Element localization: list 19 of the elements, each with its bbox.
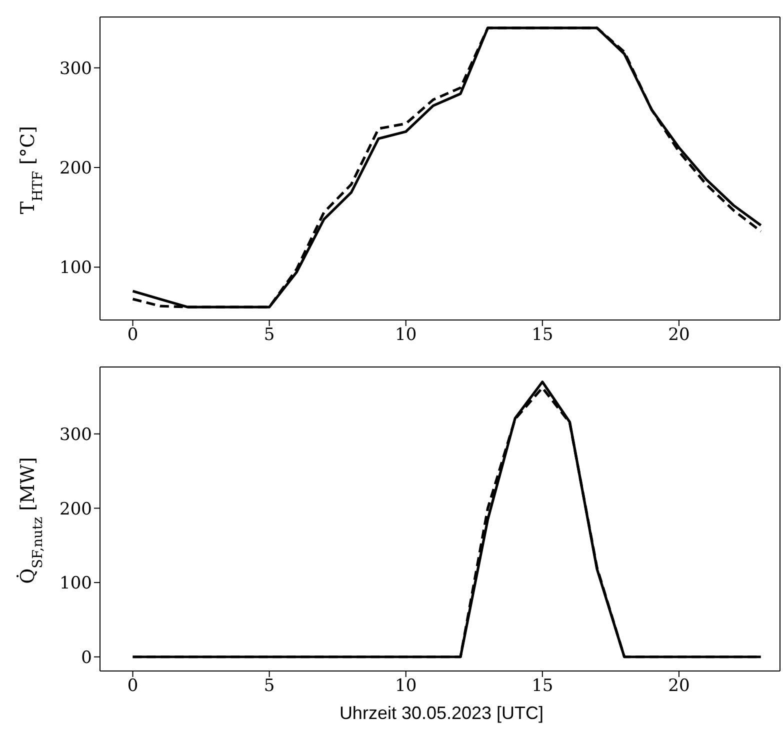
x-tick-label: 15 [532,676,554,696]
y-tick-label: 300 [60,424,92,445]
line-series [131,26,762,308]
x-tick-label: 5 [264,325,275,346]
y-tick-label: 100 [60,258,92,278]
x-tick-label: 10 [395,325,417,346]
x-tick-label: 10 [395,676,417,696]
x-tick-label: 20 [668,676,690,696]
x-tick-label: 20 [668,325,690,346]
x-tick-label: 0 [127,325,138,346]
y-tick-label: 0 [81,648,92,668]
y-tick-label: 200 [60,158,92,179]
x-tick-label: 5 [264,676,275,696]
y-tick-label: 200 [60,499,92,520]
y-tick-label: 300 [60,58,92,79]
x-tick-label: 15 [532,325,554,346]
y-tick-label: 100 [60,574,92,594]
x-tick-label: 0 [127,676,138,696]
x-axis-title: Uhrzeit 30.05.2023 [UTC] [338,702,545,725]
